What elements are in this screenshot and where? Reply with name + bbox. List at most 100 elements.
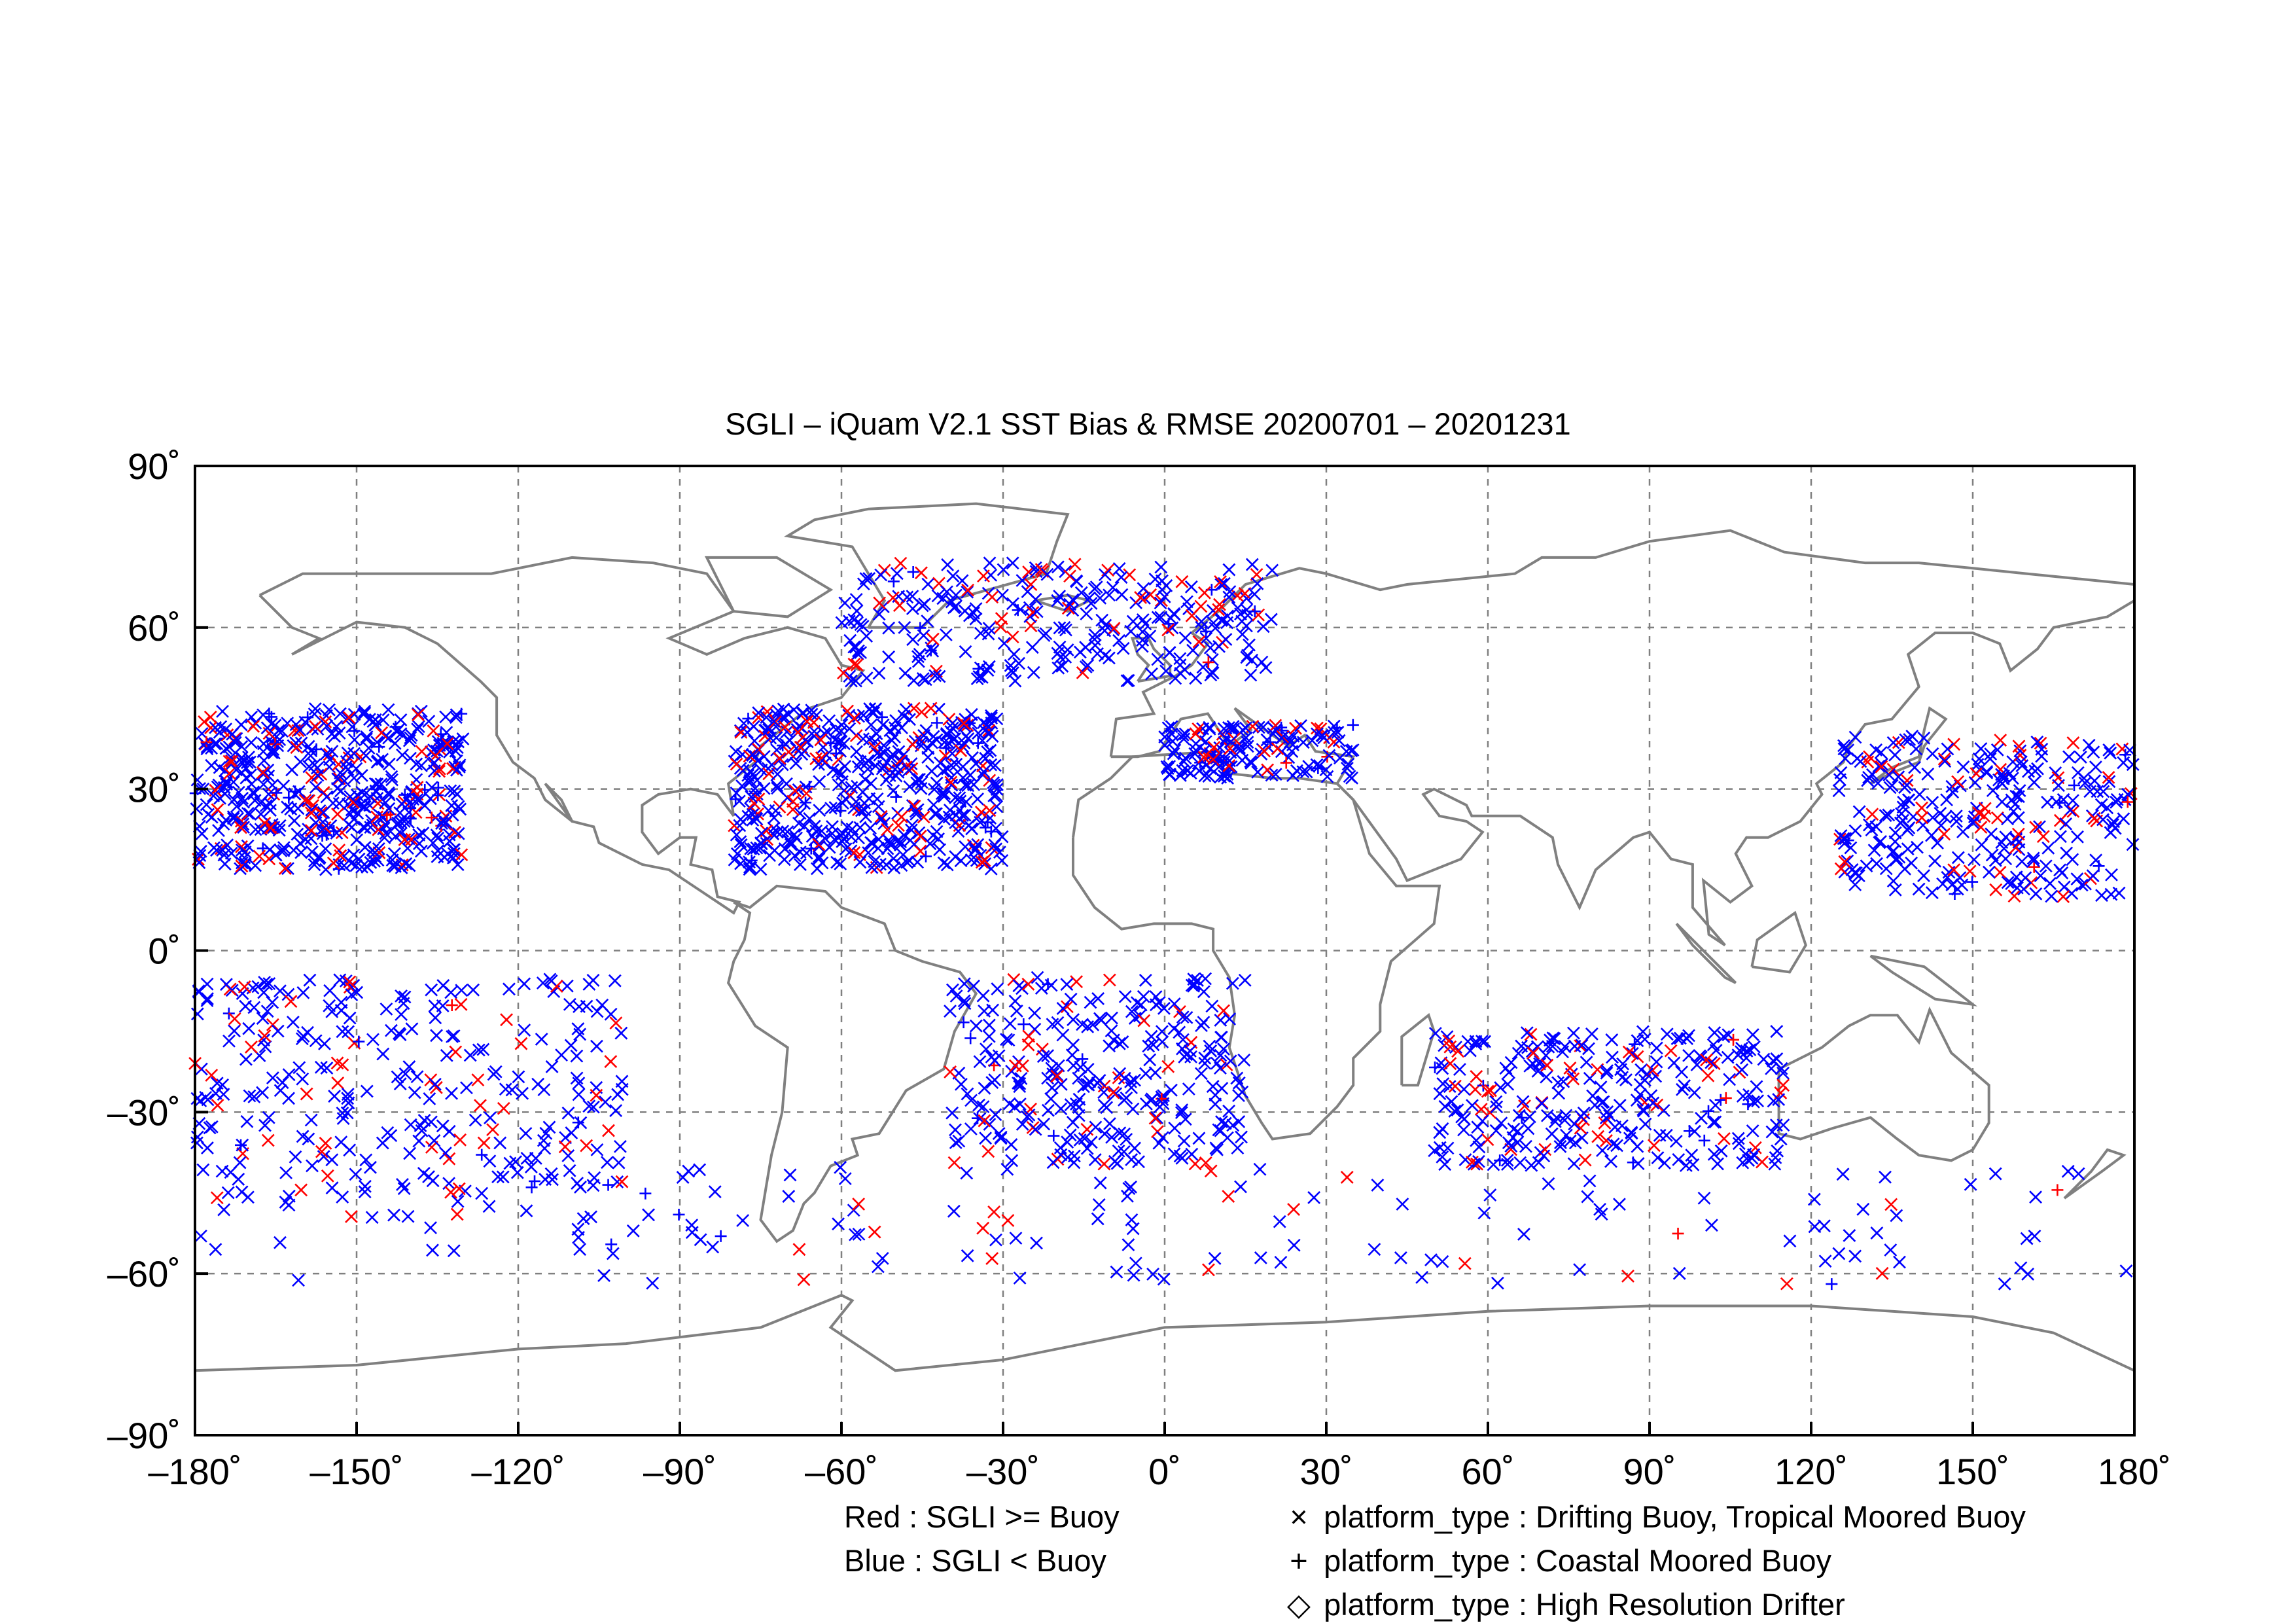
data-point <box>1127 1268 1140 1282</box>
data-point <box>1995 795 2009 809</box>
data-point <box>978 853 991 867</box>
data-point <box>1892 736 1905 749</box>
data-point <box>1968 776 1982 789</box>
data-point <box>2059 817 2073 830</box>
data-point <box>875 762 889 776</box>
data-point <box>1433 1087 1447 1101</box>
data-point <box>1871 776 1884 790</box>
data-point <box>402 1060 416 1073</box>
data-point <box>2013 784 2026 797</box>
data-point <box>1118 1127 1131 1141</box>
data-point <box>744 842 758 855</box>
data-point <box>1224 722 1238 736</box>
data-point <box>1023 610 1037 624</box>
data-point <box>415 1124 429 1137</box>
data-point <box>794 858 807 871</box>
data-point <box>1481 1084 1494 1098</box>
data-point <box>190 1007 204 1021</box>
data-point <box>225 755 239 768</box>
data-point <box>1241 649 1254 662</box>
data-point <box>1103 1039 1116 1053</box>
data-point <box>1234 607 1247 621</box>
data-point <box>1772 1093 1786 1106</box>
data-point <box>859 810 873 823</box>
data-point <box>773 751 786 765</box>
data-point <box>1197 750 1210 764</box>
data-point <box>230 800 243 813</box>
data-point <box>608 974 622 988</box>
data-point <box>2105 868 2118 882</box>
data-point <box>1145 667 1158 681</box>
data-point <box>1994 762 2007 776</box>
data-point <box>817 740 830 754</box>
data-point <box>205 758 219 772</box>
data-point <box>1951 851 1965 865</box>
data-point <box>906 633 920 647</box>
data-point <box>1151 611 1165 624</box>
data-point <box>1286 729 1300 743</box>
data-point <box>882 650 896 664</box>
data-point <box>834 724 848 738</box>
data-point <box>2005 877 2019 891</box>
data-point <box>1931 836 1944 849</box>
data-point <box>734 838 748 851</box>
data-point <box>401 1209 415 1223</box>
data-point <box>391 1070 404 1084</box>
data-point <box>1076 666 1089 679</box>
data-point <box>980 821 992 834</box>
data-point <box>296 1029 310 1043</box>
data-point <box>1701 1069 1715 1082</box>
data-point <box>1747 1095 1760 1109</box>
data-point <box>2088 774 2102 788</box>
data-point <box>1175 575 1189 588</box>
data-point <box>286 1016 300 1029</box>
data-point <box>1232 1076 1246 1090</box>
data-point <box>1097 1086 1110 1099</box>
data-point <box>1240 603 1254 616</box>
data-point <box>247 1090 261 1103</box>
data-point <box>958 604 972 618</box>
data-point <box>1186 643 1199 657</box>
data-point <box>2066 853 2079 866</box>
data-point <box>438 1147 452 1160</box>
data-point <box>1977 810 1991 823</box>
data-point <box>1949 810 1963 823</box>
data-point <box>1765 1061 1778 1075</box>
data-point <box>847 846 861 859</box>
data-point <box>1966 876 1979 888</box>
data-point <box>930 717 943 729</box>
data-point <box>1673 1031 1687 1045</box>
data-point <box>985 711 998 725</box>
data-point <box>982 622 996 635</box>
data-point <box>1616 1057 1630 1071</box>
data-point <box>1490 1100 1504 1114</box>
data-point <box>256 708 270 722</box>
data-point <box>209 1243 222 1257</box>
data-point <box>1214 1031 1228 1044</box>
data-point <box>1999 852 2013 866</box>
data-point <box>1176 1010 1190 1024</box>
data-point <box>1542 1040 1555 1054</box>
data-point <box>1638 1033 1651 1046</box>
data-point <box>2074 750 2087 764</box>
data-point <box>1129 1257 1142 1270</box>
data-point <box>883 835 897 849</box>
data-point <box>959 840 972 853</box>
data-point <box>1926 747 1939 760</box>
data-point <box>412 1134 426 1148</box>
data-point <box>961 583 975 597</box>
data-point <box>1176 1042 1189 1056</box>
data-point <box>792 783 805 796</box>
data-point <box>872 666 886 680</box>
data-point <box>1223 754 1236 768</box>
data-point <box>1776 1079 1790 1092</box>
data-point <box>1022 1108 1036 1122</box>
data-point <box>1238 973 1252 987</box>
data-point <box>294 1183 308 1197</box>
data-point <box>933 843 947 857</box>
data-point <box>972 737 984 749</box>
data-point <box>572 1116 584 1129</box>
data-point <box>997 637 1011 651</box>
data-point <box>1163 646 1176 660</box>
data-point <box>2013 744 2027 758</box>
